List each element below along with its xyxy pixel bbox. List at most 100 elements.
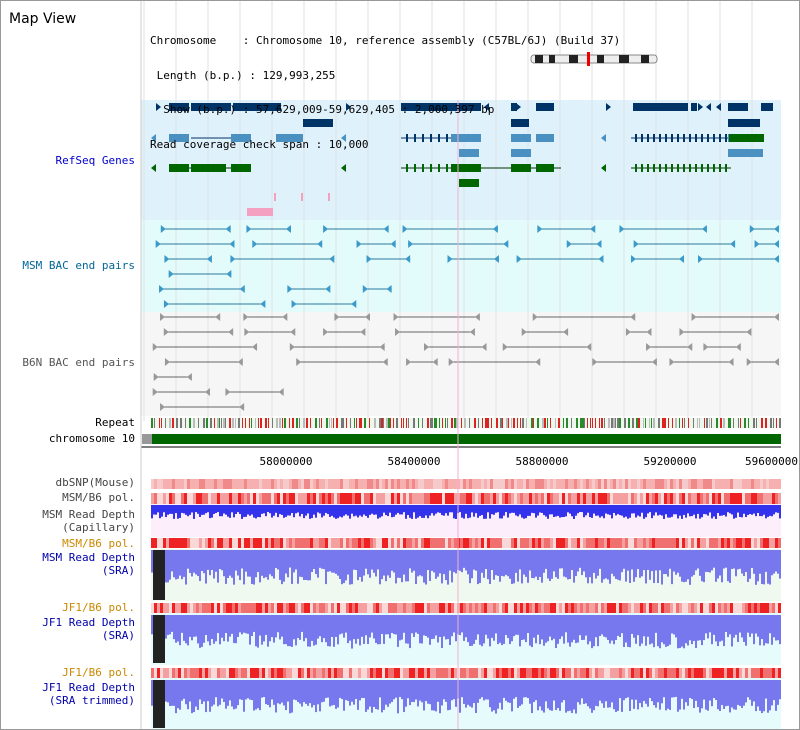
jf1-sra-depth-bar — [183, 615, 185, 641]
track-label-msm-pol[interactable]: MSM/B6 pol. — [62, 491, 135, 504]
msm-bac-pair-end — [229, 240, 235, 248]
msm-cap-depth-bar — [349, 505, 351, 519]
track-label-jf1-pol-2[interactable]: JF1/B6 pol. — [62, 666, 135, 679]
dbsnp-heat-cell — [328, 479, 331, 489]
jf1-pol2-heat-cell — [385, 668, 388, 678]
b6n-bac-pair-end — [237, 358, 243, 366]
msm-cap-depth-bar — [761, 505, 763, 517]
read-depth-plots[interactable] — [151, 505, 781, 728]
jf1-sra-depth-bar — [387, 615, 389, 635]
jf1-pol2-heat-cell — [673, 668, 676, 678]
msm-sra-depth-bar — [657, 550, 659, 584]
jf1-trim-depth-bar — [461, 680, 463, 698]
msm-pol2-heat-cell — [220, 538, 223, 548]
jf1-trim-depth-bar — [255, 680, 257, 710]
jf1-trim-depth-bar — [303, 680, 305, 703]
msm-pol-heat-cell — [451, 493, 454, 504]
jf1-pol2-heat-cell — [520, 668, 523, 678]
msm-pol2-heat-cell — [535, 538, 538, 548]
msm-sra-depth-bar — [281, 550, 283, 585]
msm-pol-heat-cell — [307, 493, 310, 504]
msm-cap-depth-bar — [375, 505, 377, 515]
repeat-track[interactable] — [151, 418, 781, 428]
jf1-trim-depth-bar — [193, 680, 195, 713]
msm-sra-depth-bar — [623, 550, 625, 569]
msm-cap-depth-bar — [561, 505, 563, 518]
refseq-genes-features[interactable] — [151, 103, 773, 216]
msm-pol-heat-cell — [529, 493, 532, 504]
track-label-msm-depth-sra[interactable]: MSM Read Depth — [42, 551, 135, 564]
msm-cap-depth-bar — [315, 505, 317, 518]
repeat-element — [299, 418, 300, 428]
dbsnp-heat-cell — [205, 479, 208, 489]
jf1-pol-heat-cell — [409, 603, 412, 613]
msm-cap-depth-bar — [605, 505, 607, 514]
jf1-trim-depth-bar — [407, 680, 409, 699]
msm-pol-heat-cell — [340, 493, 343, 504]
msm-pol2-heat-cell — [460, 538, 463, 548]
jf1-trim-depth-bar — [265, 680, 267, 705]
msm-cap-depth-bar — [723, 505, 725, 516]
msm-pol2-heat-cell — [190, 538, 193, 548]
track-label-refseq[interactable]: RefSeq Genes — [55, 154, 135, 167]
jf1-pol-heat-cell — [706, 603, 709, 613]
jf1-sra-depth-bar — [277, 615, 279, 633]
jf1-trim-depth-bar — [395, 680, 397, 698]
track-label-chromosome[interactable]: chromosome 10 — [48, 432, 135, 445]
msm-pol2-heat-cell — [550, 538, 553, 548]
track-label-jf1-pol[interactable]: JF1/B6 pol. — [62, 601, 135, 614]
msm-cap-depth-bar — [425, 505, 427, 516]
track-label-dbsnp[interactable]: dbSNP(Mouse) — [55, 476, 135, 489]
chromosome-ideogram[interactable] — [530, 52, 658, 66]
msm-pol-heat-cell — [388, 493, 391, 504]
msm-sra-depth-bar — [407, 550, 409, 582]
msm-sra-depth-bar — [193, 550, 195, 573]
track-label-repeat[interactable]: Repeat — [95, 416, 135, 429]
depth-gap — [153, 680, 165, 728]
msm-bac-features[interactable] — [155, 225, 779, 308]
msm-pol2-heat-cell — [253, 538, 256, 548]
track-label-b6n-bac[interactable]: B6N BAC end pairs — [22, 356, 135, 369]
msm-sra-depth-bar — [373, 550, 375, 573]
repeat-element — [418, 418, 419, 428]
msm-bac-pair-end — [701, 225, 707, 233]
b6n-bac-features[interactable] — [152, 313, 779, 411]
msm-pol2-heat-cell — [523, 538, 526, 548]
gene-block — [707, 134, 709, 142]
msm-cap-depth-bar — [413, 505, 415, 513]
repeat-element — [728, 418, 730, 428]
jf1-pol-heat-cell — [244, 603, 247, 613]
msm-pol-heat-cell — [343, 493, 346, 504]
jf1-sra-depth-bar — [583, 615, 585, 640]
track-label-jf1-depth-sra[interactable]: JF1 Read Depth — [42, 616, 135, 629]
msm-pol2-heat-cell — [703, 538, 706, 548]
msm-sra-depth-bar — [253, 550, 255, 585]
b6n-bac-pair-end — [728, 358, 734, 366]
track-label-msm-bac[interactable]: MSM BAC end pairs — [22, 259, 135, 272]
track-label-msm-pol-2[interactable]: MSM/B6 pol. — [62, 537, 135, 550]
depth-gap — [153, 550, 165, 600]
dbsnp-heat-cell — [415, 479, 418, 489]
jf1-pol2-heat-cell — [247, 668, 250, 678]
msm-sra-depth-bar — [631, 550, 633, 570]
b6n-bac-pair-end — [646, 328, 652, 336]
track-label-msm-depth-cap[interactable]: MSM Read Depth — [42, 508, 135, 521]
b6n-bac-pair-end — [535, 358, 541, 366]
jf1-sra-depth-bar — [337, 615, 339, 645]
jf1-pol-heat-cell — [646, 603, 649, 613]
msm-sra-depth-bar — [329, 550, 331, 572]
repeat-element — [756, 418, 757, 428]
jf1-pol-heat-cell — [628, 603, 631, 613]
polymorphism-heatmaps[interactable] — [151, 479, 781, 678]
jf1-sra-depth-bar — [215, 615, 217, 642]
msm-pol-heat-cell — [679, 493, 682, 504]
jf1-trim-depth-bar — [363, 680, 365, 698]
repeat-element — [496, 418, 498, 428]
jf1-trim-depth-bar — [219, 680, 221, 705]
track-label-jf1-depth-trim[interactable]: JF1 Read Depth — [42, 681, 135, 694]
gene-block — [729, 134, 764, 142]
msm-pol-heat-cell — [676, 493, 679, 504]
msm-cap-depth-bar — [179, 505, 181, 518]
msm-sra-depth-bar — [483, 550, 485, 578]
